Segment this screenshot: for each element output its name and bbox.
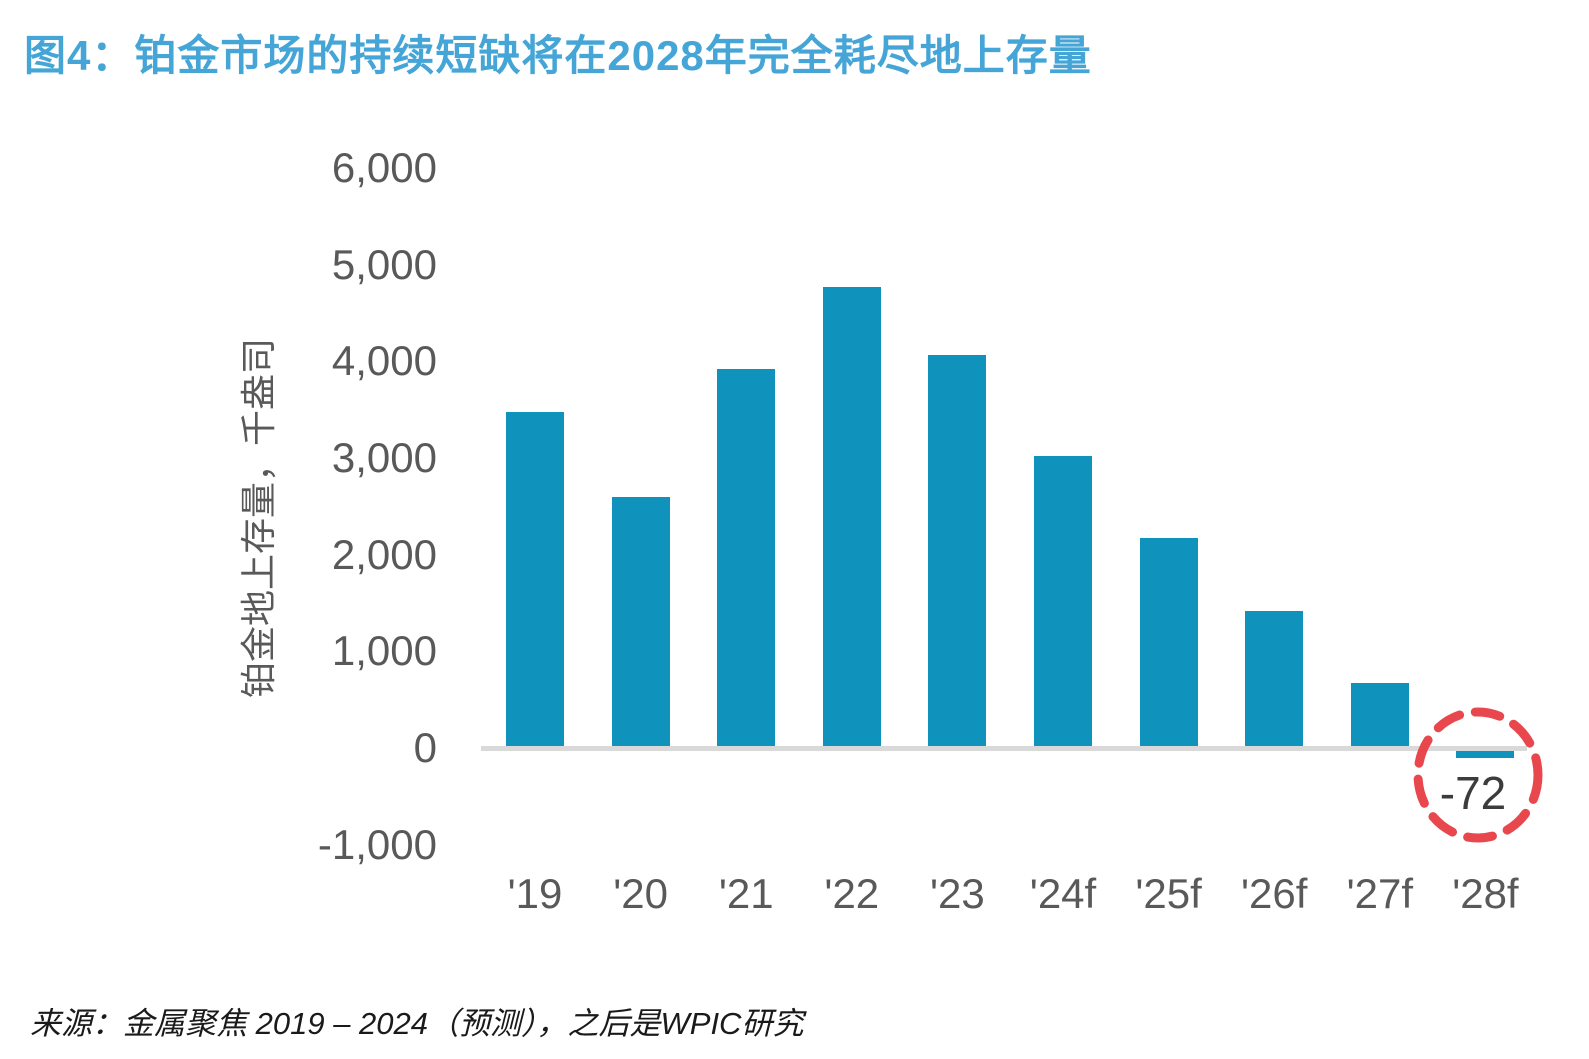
x-tick-label-'25f: '25f — [1135, 870, 1202, 917]
x-tick-label-'22: '22 — [824, 870, 880, 917]
deficit-annotation-label: -72 — [1439, 767, 1507, 819]
x-tick-label-'27f: '27f — [1346, 870, 1413, 917]
y-tick-label: 5,000 — [331, 240, 437, 288]
y-tick-label: 2,000 — [331, 530, 437, 578]
x-tick-label-'28f: '28f — [1452, 870, 1519, 917]
y-tick-label: 1,000 — [331, 627, 437, 675]
source-note: 来源：金属聚焦 2019 – 2024（预测），之后是WPIC研究 — [30, 1006, 804, 1041]
x-tick-label-'24f: '24f — [1029, 870, 1097, 917]
bar-'23 — [928, 355, 987, 746]
chart-title: 图4：铂金市场的持续短缺将在2028年完全耗尽地上存量 — [24, 32, 1092, 79]
y-tick-label: 0 — [413, 724, 437, 771]
y-tick-label: 3,000 — [331, 433, 437, 481]
bar-'24f — [1034, 455, 1092, 746]
x-tick-label-'20: '20 — [613, 870, 668, 917]
bar-'20 — [611, 497, 670, 746]
x-tick-label-'19: '19 — [507, 870, 563, 917]
y-axis-title: 铂金地上存量，千盎司 — [238, 337, 279, 699]
bar-'22 — [822, 286, 881, 746]
x-tick-label-'26f: '26f — [1240, 870, 1308, 917]
bar-'25f — [1139, 538, 1198, 746]
x-tick-label-'21: '21 — [718, 870, 774, 917]
y-tick-label: -1,000 — [317, 820, 437, 868]
x-axis-line — [481, 746, 1527, 751]
bar-'19 — [506, 412, 564, 746]
bar-'27f — [1350, 683, 1409, 746]
bar-'28f — [1456, 751, 1515, 758]
bar-'21 — [717, 368, 776, 746]
y-tick-label: 4,000 — [331, 337, 437, 385]
x-tick-label-'23: '23 — [930, 870, 985, 917]
bar-'26f — [1245, 610, 1304, 746]
y-tick-label: 6,000 — [331, 143, 437, 191]
deficit-annotation-circle — [1413, 707, 1543, 843]
